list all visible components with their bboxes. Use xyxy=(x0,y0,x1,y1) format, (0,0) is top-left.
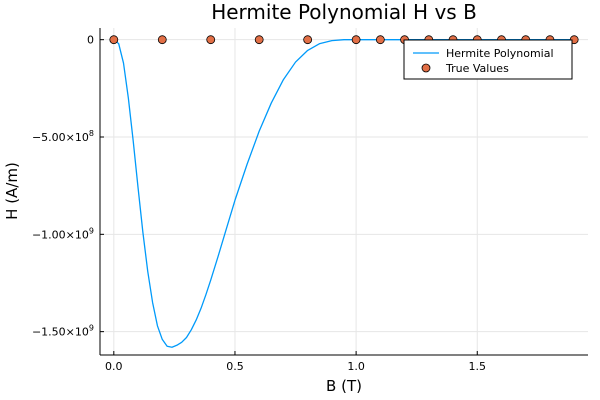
legend: Hermite Polynomial True Values xyxy=(403,39,573,80)
y-ticks: 0−5.00×108−1.00×109−1.50×109 xyxy=(32,34,104,339)
data-point-true-value xyxy=(375,35,385,45)
x-tick-label: 1.0 xyxy=(347,360,365,373)
data-point-true-value xyxy=(254,35,264,45)
x-tick-label: 1.5 xyxy=(469,360,487,373)
y-tick-mantissa: −1.50×10 xyxy=(32,326,89,339)
data-point-true-value xyxy=(109,35,119,45)
plot-area xyxy=(109,35,579,348)
y-tick-label: −5.00×108 xyxy=(32,129,94,144)
legend-box xyxy=(403,39,573,80)
y-tick-exponent: 9 xyxy=(89,324,94,333)
x-ticks: 0.0 0.5 1.0 1.5 xyxy=(105,351,486,373)
chart-title: Hermite Polynomial H vs B xyxy=(211,0,477,24)
data-point-true-value xyxy=(206,35,216,45)
y-tick-exponent: 9 xyxy=(89,226,94,235)
legend-label-hermite: Hermite Polynomial xyxy=(446,47,554,60)
data-point-true-value xyxy=(157,35,167,45)
legend-label-true-values: True Values xyxy=(445,62,509,75)
series-line-hermite-polynomial xyxy=(113,39,575,348)
y-tick-label: −1.50×109 xyxy=(32,324,94,339)
data-point-true-value xyxy=(351,35,361,45)
x-tick-label: 0.0 xyxy=(105,360,123,373)
y-tick-exponent: 8 xyxy=(89,129,94,138)
data-point-true-value xyxy=(303,35,313,45)
y-axis-title: H (A/m) xyxy=(3,162,21,220)
x-tick-label: 0.5 xyxy=(226,360,244,373)
y-tick-label: 0 xyxy=(87,34,94,47)
y-tick-mantissa: −5.00×10 xyxy=(32,131,89,144)
y-tick-label: −1.00×109 xyxy=(32,226,94,241)
y-tick-mantissa: 0 xyxy=(87,34,94,47)
y-tick-mantissa: −1.00×10 xyxy=(32,228,89,241)
axes xyxy=(99,28,588,356)
legend-dot-marker xyxy=(421,63,431,73)
x-axis-title: B (T) xyxy=(326,377,362,395)
